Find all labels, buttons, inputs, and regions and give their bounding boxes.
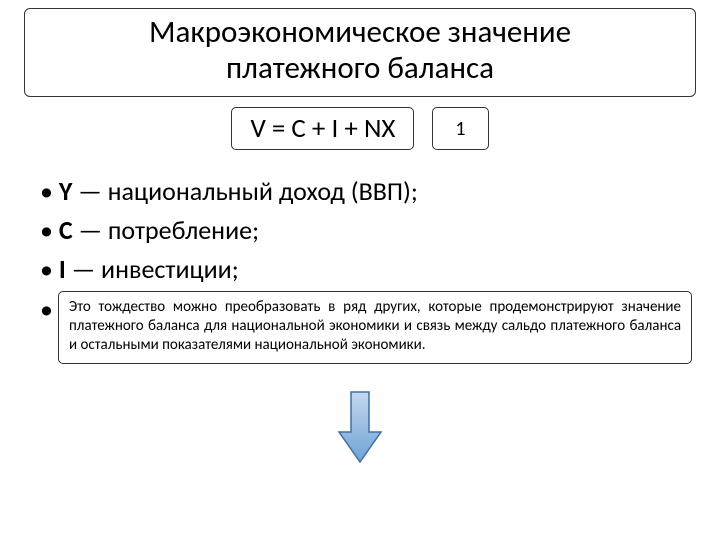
- bullet-list: Y — национальный доход (ВВП); С — потреб…: [40, 172, 720, 289]
- bullet-item: I — инвестиции;: [40, 250, 720, 289]
- bullet-text: — потребление;: [73, 214, 259, 246]
- arrow-path: [339, 392, 381, 462]
- bullet-text: — инвестиции;: [66, 253, 239, 285]
- note-row: • Это тождество можно преобразовать в ря…: [40, 291, 720, 363]
- bullet-item: С — потребление;: [40, 211, 720, 250]
- title-line-1: Макроэкономическое значение: [37, 15, 683, 51]
- bullet-item: Y — национальный доход (ВВП);: [40, 172, 720, 211]
- bullet-text: — национальный доход (ВВП);: [72, 175, 418, 207]
- arrow-wrap: [0, 390, 720, 464]
- note-box: Это тождество можно преобразовать в ряд …: [58, 291, 692, 363]
- bullet-symbol: Y: [59, 175, 73, 207]
- title-box: Макроэкономическое значение платежного б…: [24, 8, 696, 97]
- bullet-symbol: I: [59, 253, 66, 285]
- bullet-symbol: С: [59, 214, 73, 246]
- title-line-2: платежного баланса: [37, 51, 683, 87]
- hidden-bullet-dot: •: [40, 293, 53, 325]
- formula-box: V = C + I + NX: [231, 107, 414, 150]
- formula-row: V = C + I + NX 1: [0, 107, 720, 150]
- formula-number-box: 1: [432, 107, 488, 150]
- down-arrow-icon: [337, 390, 383, 464]
